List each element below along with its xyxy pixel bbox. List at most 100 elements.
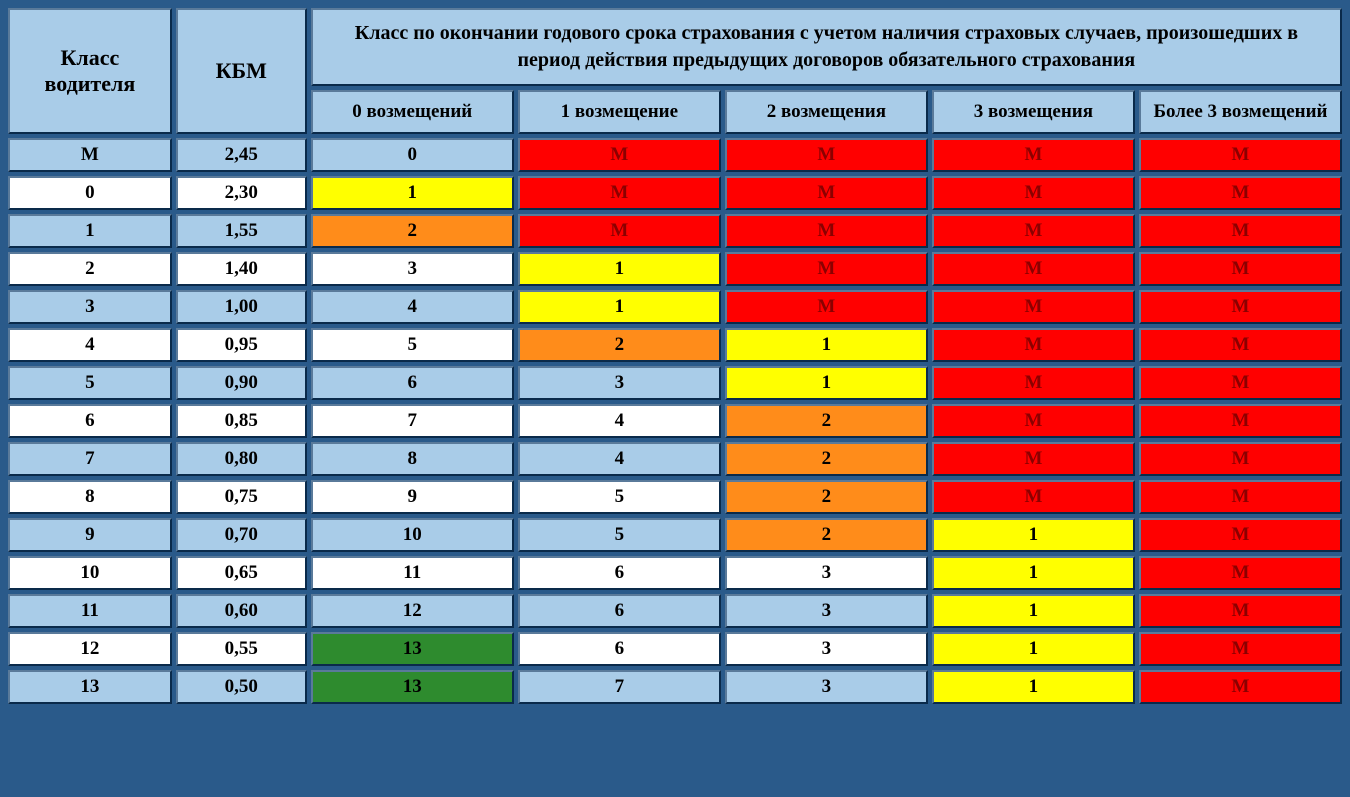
cell-comp-3: М xyxy=(932,138,1135,172)
cell-comp-3: М xyxy=(932,404,1135,438)
cell-comp-4: М xyxy=(1139,366,1342,400)
table-row: 50,90631ММ xyxy=(8,366,1342,400)
cell-comp-1: 4 xyxy=(518,442,721,476)
cell-comp-1: 6 xyxy=(518,556,721,590)
cell-comp-3: М xyxy=(932,480,1135,514)
cell-comp-0: 6 xyxy=(311,366,514,400)
table-row: 110,6012631М xyxy=(8,594,1342,628)
cell-comp-1: 7 xyxy=(518,670,721,704)
cell-comp-0: 4 xyxy=(311,290,514,324)
header-comp-1: 1 возмещение xyxy=(518,90,721,134)
cell-comp-0: 2 xyxy=(311,214,514,248)
cell-class: М xyxy=(8,138,172,172)
cell-comp-2: М xyxy=(725,290,928,324)
table-row: М2,450ММММ xyxy=(8,138,1342,172)
cell-kbm: 0,85 xyxy=(176,404,307,438)
header-driver-class: Класс водителя xyxy=(8,8,172,134)
cell-comp-2: 3 xyxy=(725,594,928,628)
cell-comp-4: М xyxy=(1139,670,1342,704)
cell-comp-0: 7 xyxy=(311,404,514,438)
cell-comp-0: 5 xyxy=(311,328,514,362)
header-kbm: КБМ xyxy=(176,8,307,134)
cell-comp-1: 4 xyxy=(518,404,721,438)
cell-comp-2: 2 xyxy=(725,404,928,438)
cell-comp-3: 1 xyxy=(932,518,1135,552)
cell-comp-3: М xyxy=(932,290,1135,324)
table-row: 80,75952ММ xyxy=(8,480,1342,514)
cell-class: 13 xyxy=(8,670,172,704)
cell-class: 5 xyxy=(8,366,172,400)
cell-comp-0: 9 xyxy=(311,480,514,514)
cell-comp-2: 2 xyxy=(725,442,928,476)
cell-comp-3: 1 xyxy=(932,670,1135,704)
cell-kbm: 1,55 xyxy=(176,214,307,248)
cell-comp-4: М xyxy=(1139,480,1342,514)
table-row: 70,80842ММ xyxy=(8,442,1342,476)
cell-comp-1: 2 xyxy=(518,328,721,362)
cell-kbm: 0,90 xyxy=(176,366,307,400)
header-comp-3: 3 возмещения xyxy=(932,90,1135,134)
cell-comp-1: 5 xyxy=(518,480,721,514)
cell-comp-4: М xyxy=(1139,518,1342,552)
table-head: Класс водителя КБМ Класс по окончании го… xyxy=(8,8,1342,134)
table-row: 130,5013731М xyxy=(8,670,1342,704)
table-row: 60,85742ММ xyxy=(8,404,1342,438)
header-comp-0: 0 возмещений xyxy=(311,90,514,134)
cell-comp-4: М xyxy=(1139,138,1342,172)
cell-comp-3: 1 xyxy=(932,594,1135,628)
cell-comp-3: М xyxy=(932,328,1135,362)
cell-comp-1: 5 xyxy=(518,518,721,552)
cell-comp-1: 6 xyxy=(518,594,721,628)
cell-kbm: 0,55 xyxy=(176,632,307,666)
cell-comp-0: 3 xyxy=(311,252,514,286)
cell-comp-2: М xyxy=(725,176,928,210)
cell-kbm: 2,45 xyxy=(176,138,307,172)
cell-kbm: 0,60 xyxy=(176,594,307,628)
table-row: 31,0041МММ xyxy=(8,290,1342,324)
cell-comp-0: 12 xyxy=(311,594,514,628)
cell-kbm: 0,80 xyxy=(176,442,307,476)
cell-comp-3: М xyxy=(932,252,1135,286)
cell-kbm: 0,75 xyxy=(176,480,307,514)
table-body: М2,450ММММ02,301ММММ11,552ММММ21,4031МММ… xyxy=(8,138,1342,704)
cell-class: 2 xyxy=(8,252,172,286)
cell-comp-0: 8 xyxy=(311,442,514,476)
cell-comp-1: М xyxy=(518,138,721,172)
cell-comp-1: 1 xyxy=(518,290,721,324)
kbm-table: Класс водителя КБМ Класс по окончании го… xyxy=(4,4,1346,708)
cell-comp-3: М xyxy=(932,442,1135,476)
cell-kbm: 1,40 xyxy=(176,252,307,286)
cell-comp-0: 1 xyxy=(311,176,514,210)
cell-comp-4: М xyxy=(1139,290,1342,324)
header-comp-2: 2 возмещения xyxy=(725,90,928,134)
cell-class: 10 xyxy=(8,556,172,590)
cell-class: 4 xyxy=(8,328,172,362)
cell-comp-2: М xyxy=(725,138,928,172)
cell-kbm: 1,00 xyxy=(176,290,307,324)
cell-comp-3: М xyxy=(932,366,1135,400)
header-main: Класс по окончании годового срока страхо… xyxy=(311,8,1342,86)
cell-comp-4: М xyxy=(1139,632,1342,666)
cell-class: 12 xyxy=(8,632,172,666)
cell-comp-4: М xyxy=(1139,176,1342,210)
cell-comp-2: 3 xyxy=(725,670,928,704)
cell-comp-3: 1 xyxy=(932,632,1135,666)
table-row: 120,5513631М xyxy=(8,632,1342,666)
cell-comp-4: М xyxy=(1139,556,1342,590)
cell-comp-1: М xyxy=(518,176,721,210)
cell-comp-3: 1 xyxy=(932,556,1135,590)
cell-comp-2: 1 xyxy=(725,328,928,362)
cell-kbm: 0,95 xyxy=(176,328,307,362)
cell-comp-2: 3 xyxy=(725,556,928,590)
cell-class: 11 xyxy=(8,594,172,628)
cell-comp-1: М xyxy=(518,214,721,248)
table-row: 90,7010521М xyxy=(8,518,1342,552)
cell-comp-0: 11 xyxy=(311,556,514,590)
table-row: 02,301ММММ xyxy=(8,176,1342,210)
cell-comp-1: 6 xyxy=(518,632,721,666)
cell-comp-2: 2 xyxy=(725,518,928,552)
cell-comp-4: М xyxy=(1139,594,1342,628)
cell-comp-0: 0 xyxy=(311,138,514,172)
cell-comp-4: М xyxy=(1139,442,1342,476)
cell-comp-3: М xyxy=(932,214,1135,248)
